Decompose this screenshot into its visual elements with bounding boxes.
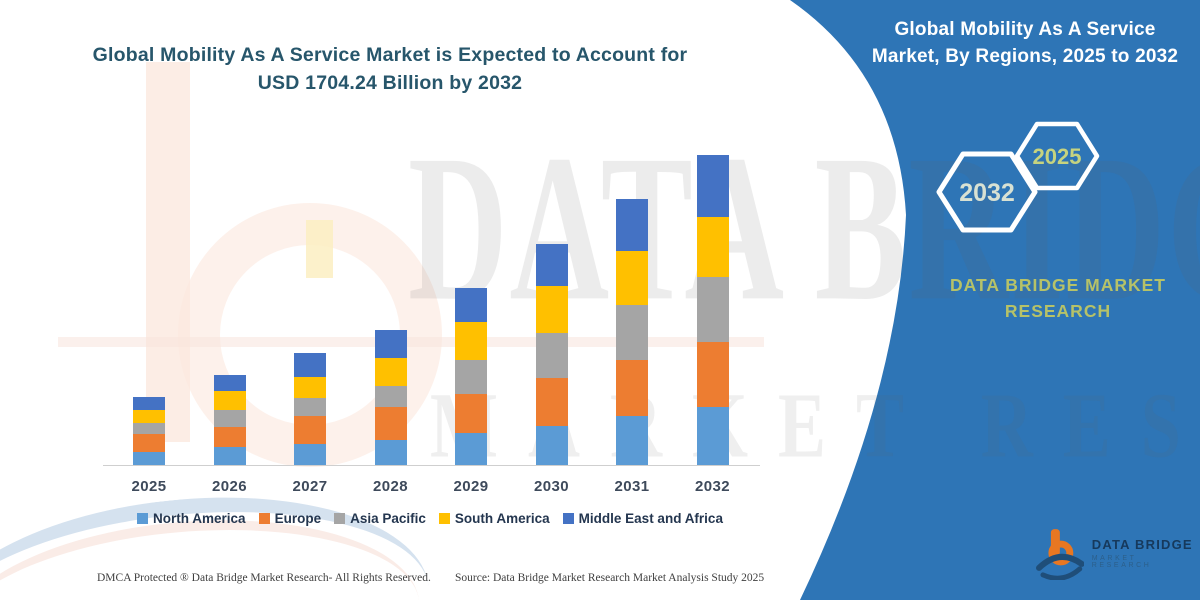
bar-segment-2031 bbox=[616, 251, 648, 306]
bar-segment-2031 bbox=[616, 305, 648, 360]
x-axis-line bbox=[103, 465, 760, 466]
x-tick-2031: 2031 bbox=[614, 478, 650, 495]
bar-segment-2030 bbox=[535, 244, 568, 287]
bar-segment-2026 bbox=[213, 409, 246, 428]
bar-segment-2026 bbox=[213, 391, 246, 410]
bar-segment-2028 bbox=[374, 440, 407, 465]
x-tick-2029: 2029 bbox=[453, 478, 489, 495]
legend-item: Asia Pacific bbox=[334, 511, 426, 526]
bar-segment-2030 bbox=[535, 425, 568, 465]
bar-segment-2032 bbox=[696, 155, 729, 218]
bar-segment-2029 bbox=[455, 394, 487, 434]
bar-segment-2031 bbox=[616, 199, 648, 252]
bar-segment-2027 bbox=[294, 353, 326, 378]
brand-line2: RESEARCH bbox=[1004, 301, 1112, 322]
x-tick-2025: 2025 bbox=[131, 478, 167, 495]
bar-segment-2032 bbox=[696, 277, 729, 342]
x-tick-2026: 2026 bbox=[212, 478, 247, 495]
legend-item: South America bbox=[438, 511, 550, 526]
legend-swatch-icon bbox=[137, 513, 149, 524]
bar-segment-2029 bbox=[455, 359, 487, 395]
bar-segment-2025 bbox=[133, 434, 165, 452]
company-logo-text: DATA BRIDGE MARKET RESEARCH bbox=[1092, 537, 1200, 569]
year-hexagons: 2032 2025 bbox=[936, 121, 1100, 233]
bar-segment-2025 bbox=[133, 397, 165, 411]
x-tick-2027: 2027 bbox=[292, 478, 328, 495]
legend-label: South America bbox=[454, 511, 550, 526]
company-logo-icon bbox=[1036, 529, 1084, 580]
bar-2027 bbox=[294, 353, 326, 465]
bar-segment-2027 bbox=[294, 443, 326, 465]
source-text: Source: Data Bridge Market Research Mark… bbox=[455, 572, 765, 584]
legend-item: Middle East and Africa bbox=[562, 511, 723, 526]
panel-title-line1: Global Mobility As A Service bbox=[894, 19, 1156, 40]
hexagon-2032-label: 2032 bbox=[959, 179, 1015, 207]
bar-segment-2032 bbox=[696, 217, 729, 278]
bar-segment-2031 bbox=[616, 359, 648, 416]
bar-segment-2027 bbox=[294, 377, 326, 399]
bar-segment-2032 bbox=[696, 341, 729, 407]
legend-label: North America bbox=[153, 511, 246, 526]
bar-segment-2032 bbox=[696, 406, 729, 465]
bar-2025 bbox=[133, 397, 165, 465]
legend-swatch-icon bbox=[438, 513, 450, 524]
bar-segment-2030 bbox=[535, 286, 568, 333]
brand-name: DATA BRIDGE MARKET RESEARCH bbox=[930, 272, 1186, 325]
bar-segment-2026 bbox=[213, 447, 246, 465]
bar-segment-2029 bbox=[455, 433, 487, 465]
hexagon-2025-label: 2025 bbox=[1033, 144, 1082, 169]
bar-segment-2031 bbox=[616, 415, 648, 465]
bar-segment-2028 bbox=[374, 358, 407, 386]
x-tick-2028: 2028 bbox=[373, 478, 408, 495]
bar-segment-2025 bbox=[133, 451, 165, 465]
legend-swatch-icon bbox=[258, 513, 270, 524]
bar-segment-2028 bbox=[374, 329, 407, 359]
bar-segment-2030 bbox=[535, 332, 568, 378]
logo-line2: MARKET RESEARCH bbox=[1091, 555, 1152, 569]
chart-legend: North America Europe Asia Pacific South Ame… bbox=[80, 511, 780, 526]
company-logo: DATA BRIDGE MARKET RESEARCH bbox=[1036, 526, 1200, 580]
legend-label: Asia Pacific bbox=[350, 511, 426, 526]
bar-segment-2029 bbox=[455, 287, 487, 323]
bar-2029 bbox=[455, 287, 487, 465]
bar-segment-2030 bbox=[535, 378, 568, 426]
page-title: Global Mobility As A Service Market is E… bbox=[92, 44, 688, 95]
legend-label: Europe bbox=[274, 511, 322, 526]
bar-segment-2027 bbox=[294, 415, 326, 444]
panel-title-line2: Market, By Regions, 2025 to 2032 bbox=[871, 45, 1179, 67]
legend-item: Europe bbox=[258, 511, 322, 526]
brand-line1: DATA BRIDGE MARKET bbox=[950, 275, 1166, 295]
x-tick-2030: 2030 bbox=[534, 478, 569, 495]
hexagon-2032 bbox=[936, 151, 1038, 233]
legend-swatch-icon bbox=[562, 513, 574, 524]
bar-2030 bbox=[535, 244, 568, 465]
hexagon-2025 bbox=[1014, 121, 1100, 191]
bar-2031 bbox=[616, 199, 648, 465]
panel-title: Global Mobility As A Service Market, By … bbox=[858, 17, 1192, 70]
copyright-text: DMCA Protected ® Data Bridge Market Rese… bbox=[97, 572, 431, 584]
bar-2028 bbox=[374, 329, 407, 465]
legend-item: North America bbox=[137, 511, 246, 526]
bar-segment-2025 bbox=[133, 422, 165, 435]
bar-segment-2028 bbox=[374, 385, 407, 407]
bar-segment-2026 bbox=[213, 374, 246, 392]
legend-label: Middle East and Africa bbox=[578, 511, 723, 526]
legend-swatch-icon bbox=[334, 513, 346, 524]
bar-2026 bbox=[213, 374, 246, 465]
bar-2032 bbox=[696, 155, 729, 465]
logo-line1: DATA BRIDGE bbox=[1091, 537, 1193, 552]
x-tick-2032: 2032 bbox=[695, 478, 730, 495]
bar-segment-2026 bbox=[213, 427, 246, 448]
bar-segment-2027 bbox=[294, 398, 326, 416]
bar-segment-2029 bbox=[455, 322, 487, 360]
bar-segment-2025 bbox=[133, 410, 165, 423]
bar-segment-2028 bbox=[374, 406, 407, 441]
